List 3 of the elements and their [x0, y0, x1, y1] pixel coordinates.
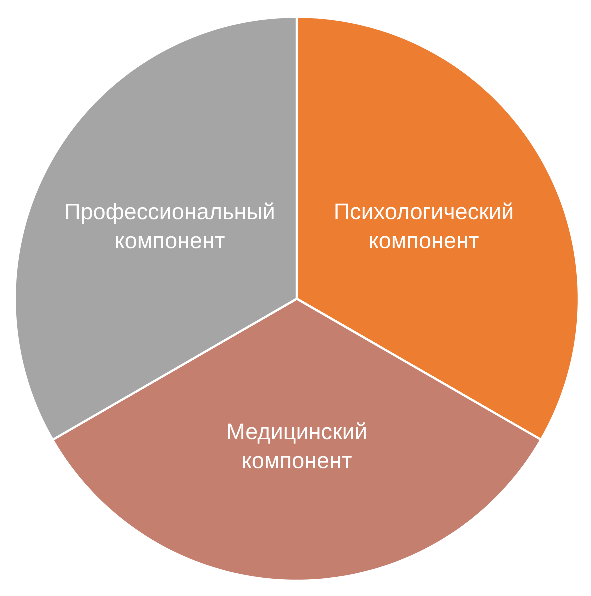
- slice-label: Психологический компонент: [336, 202, 513, 249]
- slice-label: Профессиональный компонент: [66, 202, 274, 249]
- slice-label: Медицинский компонент: [228, 422, 366, 469]
